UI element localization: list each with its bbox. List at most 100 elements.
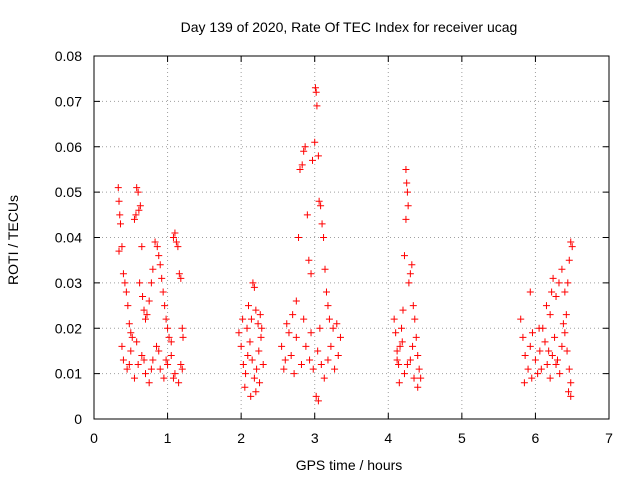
data-point bbox=[143, 311, 151, 319]
data-point bbox=[406, 270, 414, 278]
data-point bbox=[118, 243, 126, 251]
data-point bbox=[133, 338, 141, 346]
y-tick-label: 0.06 bbox=[55, 139, 82, 155]
data-point bbox=[151, 238, 159, 246]
data-point bbox=[565, 365, 573, 373]
data-point bbox=[136, 279, 144, 287]
data-point bbox=[403, 361, 411, 369]
data-point bbox=[402, 215, 410, 223]
data-point bbox=[414, 351, 422, 359]
data-point bbox=[537, 365, 545, 373]
data-point bbox=[565, 388, 573, 396]
data-point bbox=[314, 347, 322, 355]
data-point bbox=[172, 238, 180, 246]
data-point bbox=[562, 311, 570, 319]
data-point bbox=[398, 324, 406, 332]
data-point bbox=[147, 365, 155, 373]
data-point bbox=[390, 315, 398, 323]
data-point bbox=[295, 234, 303, 241]
data-point bbox=[281, 356, 289, 364]
data-point bbox=[289, 311, 297, 319]
data-point bbox=[302, 342, 310, 350]
data-point bbox=[145, 379, 153, 387]
data-point bbox=[558, 342, 566, 350]
data-point bbox=[244, 351, 252, 359]
data-point bbox=[534, 370, 542, 378]
data-point bbox=[136, 202, 144, 210]
y-tick-label: 0.03 bbox=[55, 275, 82, 291]
data-point bbox=[568, 243, 576, 251]
data-point bbox=[125, 320, 133, 328]
data-point bbox=[124, 302, 132, 310]
data-point bbox=[280, 365, 288, 373]
data-point bbox=[528, 374, 536, 382]
data-point bbox=[169, 234, 177, 241]
data-point bbox=[178, 365, 186, 373]
data-point bbox=[255, 347, 263, 355]
data-point bbox=[567, 379, 575, 387]
data-point bbox=[305, 256, 313, 264]
data-point bbox=[250, 283, 258, 291]
x-tick-label: 7 bbox=[605, 430, 613, 446]
data-point bbox=[246, 338, 254, 346]
data-point bbox=[404, 202, 412, 210]
data-point bbox=[526, 342, 534, 350]
data-point bbox=[565, 256, 573, 264]
data-point bbox=[242, 370, 250, 378]
data-point bbox=[336, 333, 344, 341]
data-point bbox=[556, 370, 564, 378]
data-point bbox=[564, 279, 572, 287]
data-point bbox=[313, 102, 321, 110]
data-point bbox=[314, 152, 322, 160]
data-point bbox=[403, 188, 411, 196]
data-point bbox=[169, 374, 177, 382]
data-point bbox=[179, 333, 187, 341]
data-point bbox=[130, 215, 138, 223]
data-point bbox=[247, 315, 255, 323]
data-point bbox=[393, 347, 401, 355]
data-point bbox=[548, 288, 556, 296]
data-point bbox=[259, 361, 267, 369]
data-point bbox=[177, 361, 185, 369]
data-point bbox=[417, 374, 425, 382]
data-point bbox=[395, 379, 403, 387]
data-point bbox=[158, 274, 166, 282]
data-point bbox=[324, 356, 332, 364]
data-point bbox=[551, 333, 559, 341]
data-point bbox=[524, 365, 532, 373]
y-tick-label: 0.04 bbox=[55, 230, 82, 246]
data-point bbox=[541, 338, 549, 346]
x-tick-label: 1 bbox=[164, 430, 172, 446]
data-point bbox=[175, 270, 183, 278]
data-point bbox=[561, 288, 569, 296]
data-point bbox=[139, 292, 147, 300]
data-point bbox=[411, 315, 419, 323]
data-point bbox=[519, 333, 527, 341]
data-point bbox=[412, 333, 420, 341]
data-point bbox=[241, 383, 249, 391]
data-point bbox=[400, 252, 408, 260]
data-point bbox=[300, 315, 308, 323]
data-point bbox=[256, 379, 264, 387]
data-point bbox=[301, 143, 309, 151]
x-tick-label: 6 bbox=[532, 430, 540, 446]
data-point bbox=[403, 179, 411, 187]
data-point bbox=[399, 306, 407, 314]
data-point bbox=[408, 261, 416, 269]
y-tick-label: 0.02 bbox=[55, 320, 82, 336]
data-point bbox=[405, 279, 413, 287]
data-point bbox=[546, 374, 554, 382]
data-point bbox=[531, 356, 539, 364]
data-point bbox=[321, 265, 329, 273]
data-point bbox=[303, 211, 311, 219]
data-point bbox=[118, 342, 126, 350]
data-point bbox=[123, 365, 131, 373]
data-point bbox=[140, 306, 148, 314]
data-point bbox=[546, 311, 554, 319]
data-point bbox=[528, 329, 536, 337]
x-tick-label: 3 bbox=[311, 430, 319, 446]
data-point bbox=[140, 356, 148, 364]
data-point bbox=[306, 356, 314, 364]
data-point bbox=[239, 315, 247, 323]
data-point bbox=[334, 351, 342, 359]
